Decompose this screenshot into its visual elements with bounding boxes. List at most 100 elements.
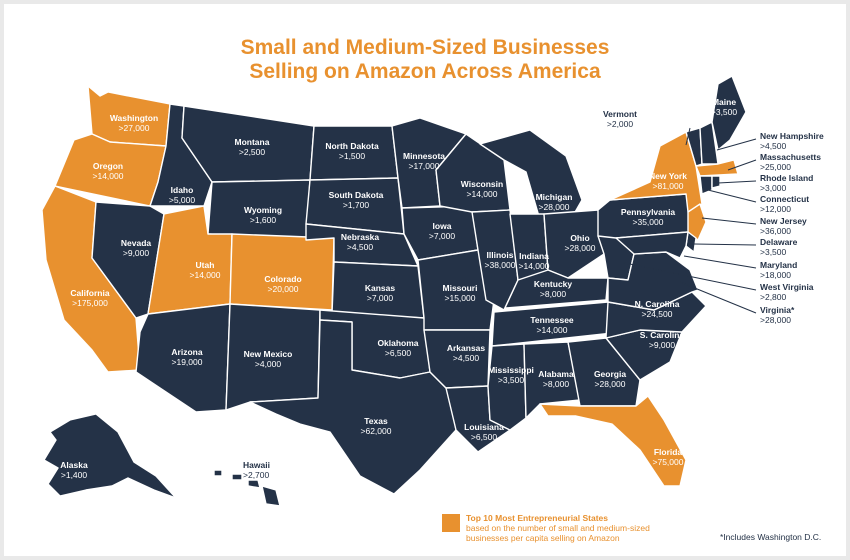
svg-text:Delaware>3,500: Delaware >3,500 <box>760 237 798 257</box>
label-ia-name: Iowa <box>433 221 452 231</box>
svg-text:Virginia*>28,000: Virginia* >28,000 <box>760 305 795 325</box>
svg-text:Connecticut>12,000: Connecticut >12,000 <box>760 194 809 214</box>
label-wv-value: >2,800 <box>760 292 787 302</box>
title-line-1: Small and Medium-Sized Businesses <box>240 36 610 59</box>
svg-text:Washington>27,000: Washington >27,000 <box>110 113 158 133</box>
svg-text:Wyoming>1,600: Wyoming >1,600 <box>244 205 282 225</box>
svg-text:Idaho>5,000: Idaho >5,000 <box>169 185 196 205</box>
svg-text:Rhode Island>3,000: Rhode Island >3,000 <box>760 173 813 193</box>
label-mi-value: >28,000 <box>539 202 570 212</box>
label-nc-value: >24,500 <box>642 309 673 319</box>
label-sd-name: South Dakota <box>329 190 384 200</box>
svg-text:Louisiana>6,500: Louisiana >6,500 <box>464 422 504 442</box>
state-nj <box>687 203 707 241</box>
svg-text:Minnesota>17,000: Minnesota >17,000 <box>403 151 445 171</box>
label-la-value: >6,500 <box>471 432 498 442</box>
svg-text:Maine>3,500: Maine >3,500 <box>711 97 738 117</box>
label-tn-name: Tennessee <box>530 315 574 325</box>
label-ok-name: Oklahoma <box>377 338 418 348</box>
state-oh <box>543 209 605 279</box>
svg-text:Pennsylvania>35,000: Pennsylvania >35,000 <box>621 207 676 227</box>
label-fl-value: >75,000 <box>653 457 684 467</box>
label-nj-value: >36,000 <box>760 226 791 236</box>
label-mo-value: >15,000 <box>445 293 476 303</box>
svg-text:Indiana>14,000: Indiana >14,000 <box>519 251 550 271</box>
state-fl <box>539 395 687 487</box>
svg-text:Nebraska>4,500: Nebraska >4,500 <box>341 232 380 252</box>
label-co-value: >20,000 <box>268 284 299 294</box>
label-ut-name: Utah <box>196 260 215 270</box>
label-hi-value: >2,700 <box>243 470 270 480</box>
legend-swatch <box>442 514 460 532</box>
label-ga-name: Georgia <box>594 369 626 379</box>
label-ma-name: Massachusetts <box>760 152 821 162</box>
label-mn-name: Minnesota <box>403 151 445 161</box>
legend-line-1: based on the number of small and medium-… <box>466 523 650 533</box>
svg-text:Oregon>14,000: Oregon >14,000 <box>93 161 124 181</box>
label-wy-name: Wyoming <box>244 205 282 215</box>
state-al <box>523 341 581 419</box>
label-al-name: Alabama <box>538 369 574 379</box>
label-ok-value: >6,500 <box>385 348 412 358</box>
state-hi-2 <box>231 473 243 481</box>
label-hi-name: Hawaii <box>243 460 270 470</box>
label-nh-value: >4,500 <box>760 141 787 151</box>
label-sc-name: S. Carolina <box>640 330 685 340</box>
label-nd-name: North Dakota <box>325 141 379 151</box>
label-ga-value: >28,000 <box>595 379 626 389</box>
label-mo-name: Missouri <box>443 283 478 293</box>
label-wa-value: >27,000 <box>119 123 150 133</box>
label-tx-value: >62,000 <box>361 426 392 436</box>
state-ak <box>43 413 177 499</box>
label-ks-name: Kansas <box>365 283 396 293</box>
label-ny-name: New York <box>649 171 687 181</box>
label-de-value: >3,500 <box>760 247 787 257</box>
label-ri-name: Rhode Island <box>760 173 813 183</box>
svg-text:Mississippi>3,500: Mississippi >3,500 <box>488 365 534 385</box>
label-ct-value: >12,000 <box>760 204 791 214</box>
svg-text:Montana>2,500: Montana >2,500 <box>235 137 270 157</box>
state-md <box>615 231 689 259</box>
label-ne-name: Nebraska <box>341 232 380 242</box>
label-il-name: Illinois <box>487 250 514 260</box>
label-co-name: Colorado <box>264 274 301 284</box>
state-ri <box>711 175 721 189</box>
label-ia-value: >7,000 <box>429 231 456 241</box>
svg-text:Ohio>28,000: Ohio >28,000 <box>565 233 596 253</box>
svg-text:Kansas>7,000: Kansas >7,000 <box>365 283 396 303</box>
state-ct <box>699 175 713 195</box>
state-co <box>229 233 335 311</box>
label-me-value: >3,500 <box>711 107 738 117</box>
label-sc-value: >9,000 <box>649 340 676 350</box>
label-va-value: >28,000 <box>760 315 791 325</box>
svg-text:New Jersey>36,000: New Jersey >36,000 <box>760 216 807 236</box>
svg-text:Kentucky>8,000: Kentucky >8,000 <box>534 279 573 299</box>
label-ny-value: >81,000 <box>653 181 684 191</box>
label-ak-name: Alaska <box>60 460 88 470</box>
legend: Top 10 Most Entrepreneurial States based… <box>466 513 650 543</box>
label-ma-value: >25,000 <box>760 162 791 172</box>
svg-text:Massachusetts>25,000: Massachusetts >25,000 <box>760 152 821 172</box>
state-va <box>607 251 699 311</box>
label-ne-value: >4,500 <box>347 242 374 252</box>
label-de-name: Delaware <box>760 237 798 247</box>
svg-text:S. Carolina>9,000: S. Carolina >9,000 <box>640 330 685 350</box>
state-tx <box>249 319 457 495</box>
label-oh-value: >28,000 <box>565 243 596 253</box>
label-me-name: Maine <box>712 97 736 107</box>
legend-title: Top 10 Most Entrepreneurial States <box>466 513 609 523</box>
label-vt-value: >2,000 <box>607 119 634 129</box>
label-in-value: >14,000 <box>519 261 550 271</box>
label-nv-value: >9,000 <box>123 248 150 258</box>
label-ky-value: >8,000 <box>540 289 567 299</box>
label-vt-name: Vermont <box>603 109 637 119</box>
svg-text:South Dakota>1,700: South Dakota >1,700 <box>329 190 384 210</box>
state-ky <box>503 269 609 311</box>
label-oh-name: Ohio <box>570 233 589 243</box>
label-wv-name: West Virginia <box>760 282 814 292</box>
label-wy-value: >1,600 <box>250 215 277 225</box>
label-wa-name: Washington <box>110 113 158 123</box>
svg-text:Iowa>7,000: Iowa >7,000 <box>429 221 456 241</box>
svg-text:Nevada>9,000: Nevada >9,000 <box>121 238 152 258</box>
svg-text:New Mexico>4,000: New Mexico >4,000 <box>244 349 293 369</box>
